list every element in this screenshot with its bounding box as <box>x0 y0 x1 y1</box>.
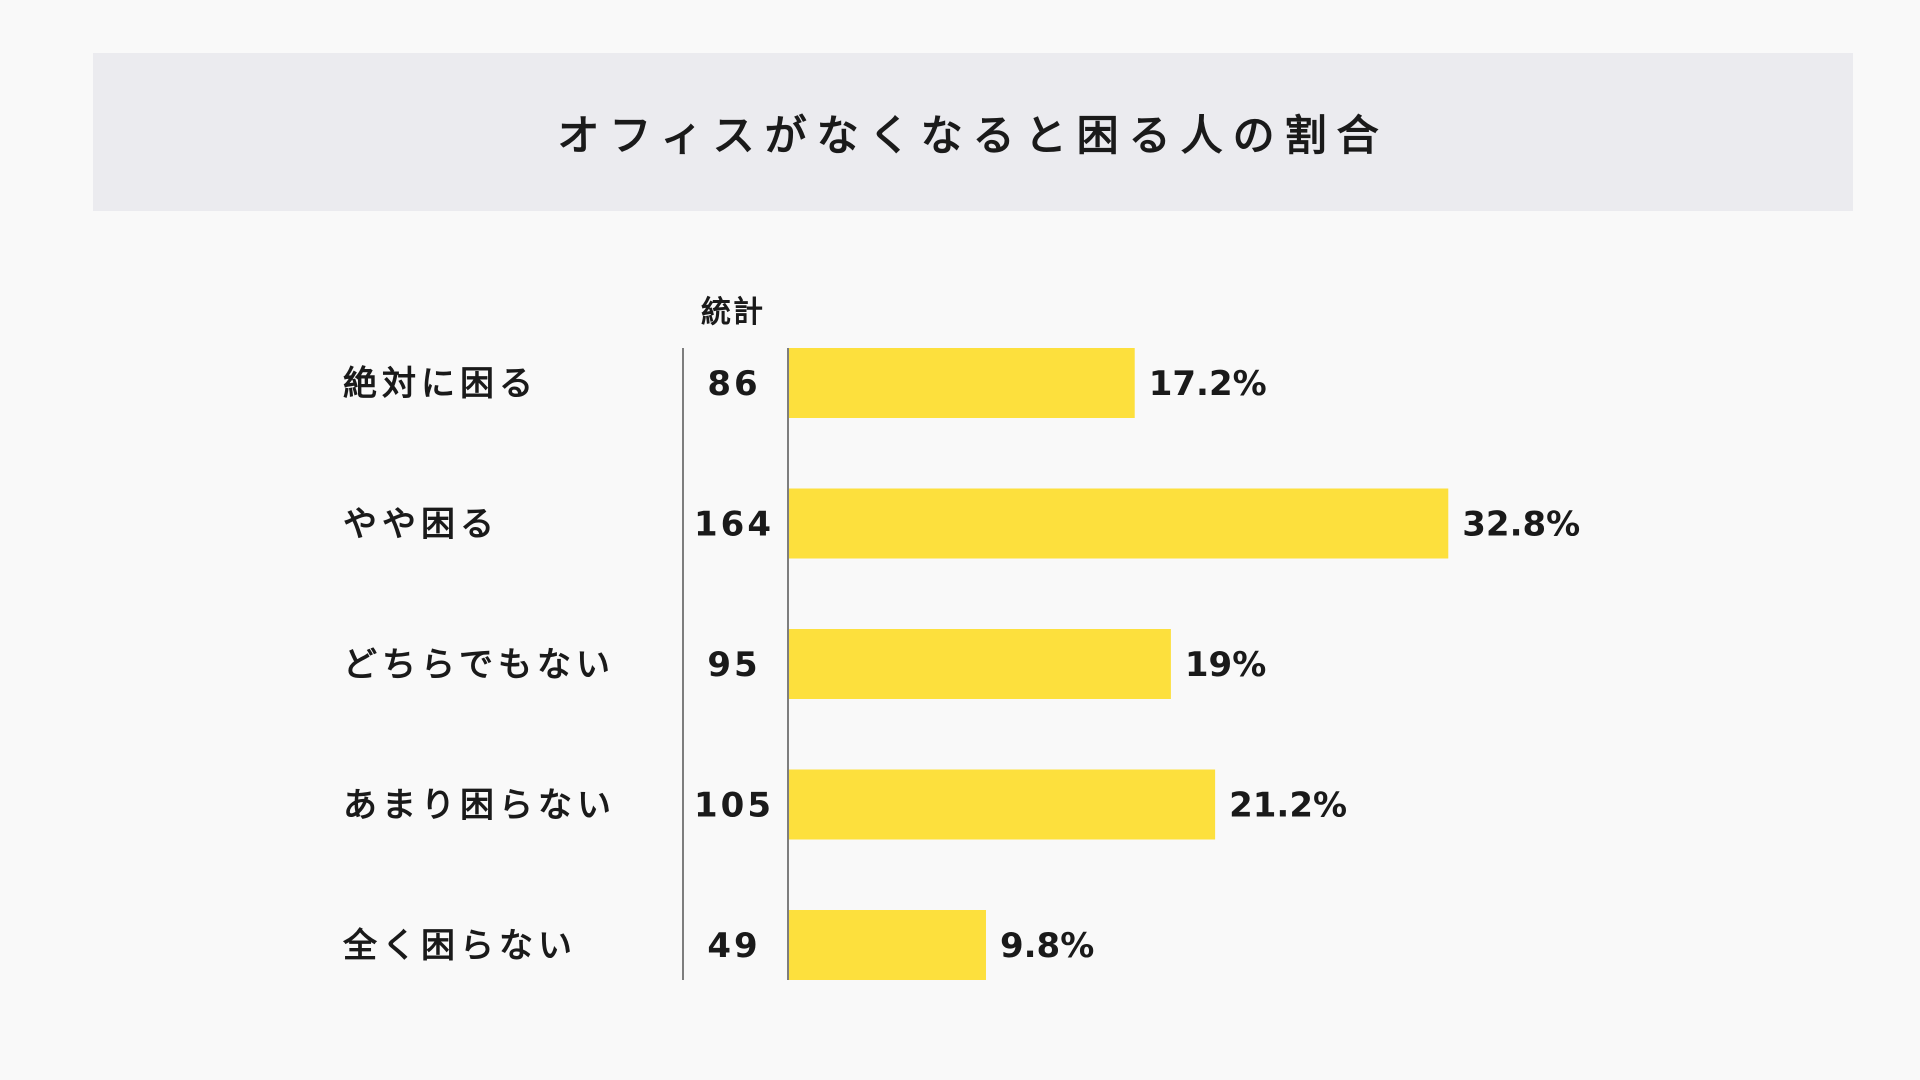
bar <box>789 488 1449 559</box>
value-label: 9.8% <box>1000 926 1094 966</box>
count-column-header: 統計 <box>701 295 765 330</box>
value-label: 17.2% <box>1149 364 1267 404</box>
value-label: 19% <box>1185 645 1266 685</box>
bar <box>789 910 986 980</box>
chart-rows: 絶対に困る 86 17.2% やや困る 164 32.8% どちらでもない 95 19% あまり困… <box>342 348 1580 980</box>
category-label: どちらでもない <box>343 645 615 685</box>
category-label: やや困る <box>343 505 499 545</box>
category-label: 絶対に困る <box>343 364 538 404</box>
count-label: 86 <box>707 364 760 404</box>
value-label: 32.8% <box>1462 505 1580 545</box>
count-label: 95 <box>707 645 760 685</box>
chart-title: オフィスがなくなると困る人の割合 <box>557 110 1389 160</box>
category-label: あまり困らない <box>343 786 616 826</box>
bar <box>789 629 1171 699</box>
category-label: 全く困らない <box>342 926 577 966</box>
count-label: 49 <box>707 926 760 966</box>
bar <box>789 769 1216 840</box>
title-banner: オフィスがなくなると困る人の割合 <box>93 53 1853 211</box>
count-label: 164 <box>694 505 774 545</box>
value-label: 21.2% <box>1229 786 1347 826</box>
bar <box>789 348 1135 418</box>
count-label: 105 <box>694 786 774 826</box>
